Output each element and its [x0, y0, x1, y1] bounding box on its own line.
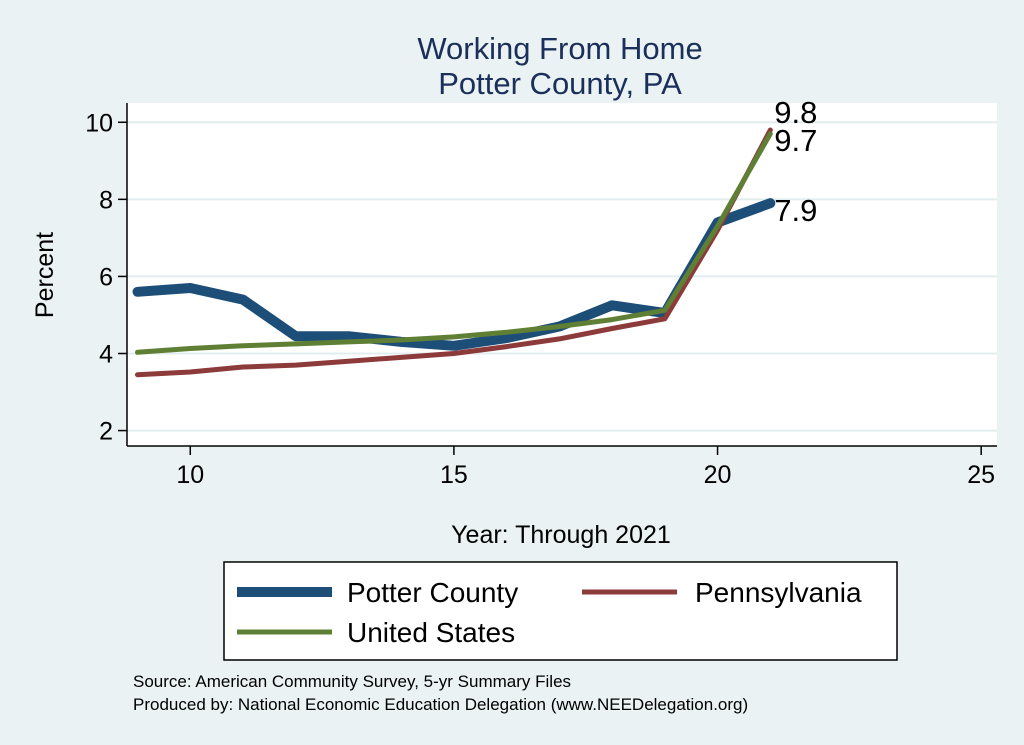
legend-label-pennsylvania: Pennsylvania: [695, 577, 862, 608]
end-label-united-states: 9.7: [774, 123, 817, 158]
plot-area: [127, 103, 997, 446]
y-tick-label: 10: [85, 109, 113, 137]
end-label-potter-county: 7.9: [774, 193, 817, 228]
chart-title-line-2: Potter County, PA: [438, 66, 682, 101]
series-line-potter-county: [132, 198, 776, 351]
produced-by-note: Produced by: National Economic Education…: [133, 695, 748, 714]
series-lines: [132, 127, 776, 378]
legend: Potter County Pennsylvania United States: [223, 561, 898, 661]
gridlines: [127, 121, 997, 432]
legend-label-united-states: United States: [347, 617, 515, 648]
x-axis-title: Year: Through 2021: [451, 521, 671, 549]
legend-label-potter-county: Potter County: [347, 577, 518, 608]
chart-title-line-1: Working From Home: [417, 31, 702, 66]
y-tick-label: 8: [99, 186, 113, 214]
end-labels: 7.9 9.89.7: [774, 95, 817, 228]
series-line-pennsylvania: [135, 127, 773, 378]
series-line-united-states: [135, 131, 773, 355]
x-tick-label: 15: [440, 461, 468, 489]
x-tick-label: 10: [176, 461, 204, 489]
x-tick-label: 20: [704, 461, 732, 489]
y-tick-label: 6: [99, 263, 113, 291]
y-tick-label: 4: [99, 341, 113, 369]
x-tick-label: 25: [967, 461, 995, 489]
end-label-pennsylvania: 9.8: [774, 95, 817, 130]
axes: 2 4 6 8 10 10 15 20 25: [85, 103, 997, 489]
y-axis-title: Percent: [31, 232, 59, 318]
source-note: Source: American Community Survey, 5-yr …: [133, 672, 571, 691]
y-tick-label: 2: [99, 418, 113, 446]
legend-box: [223, 561, 898, 661]
